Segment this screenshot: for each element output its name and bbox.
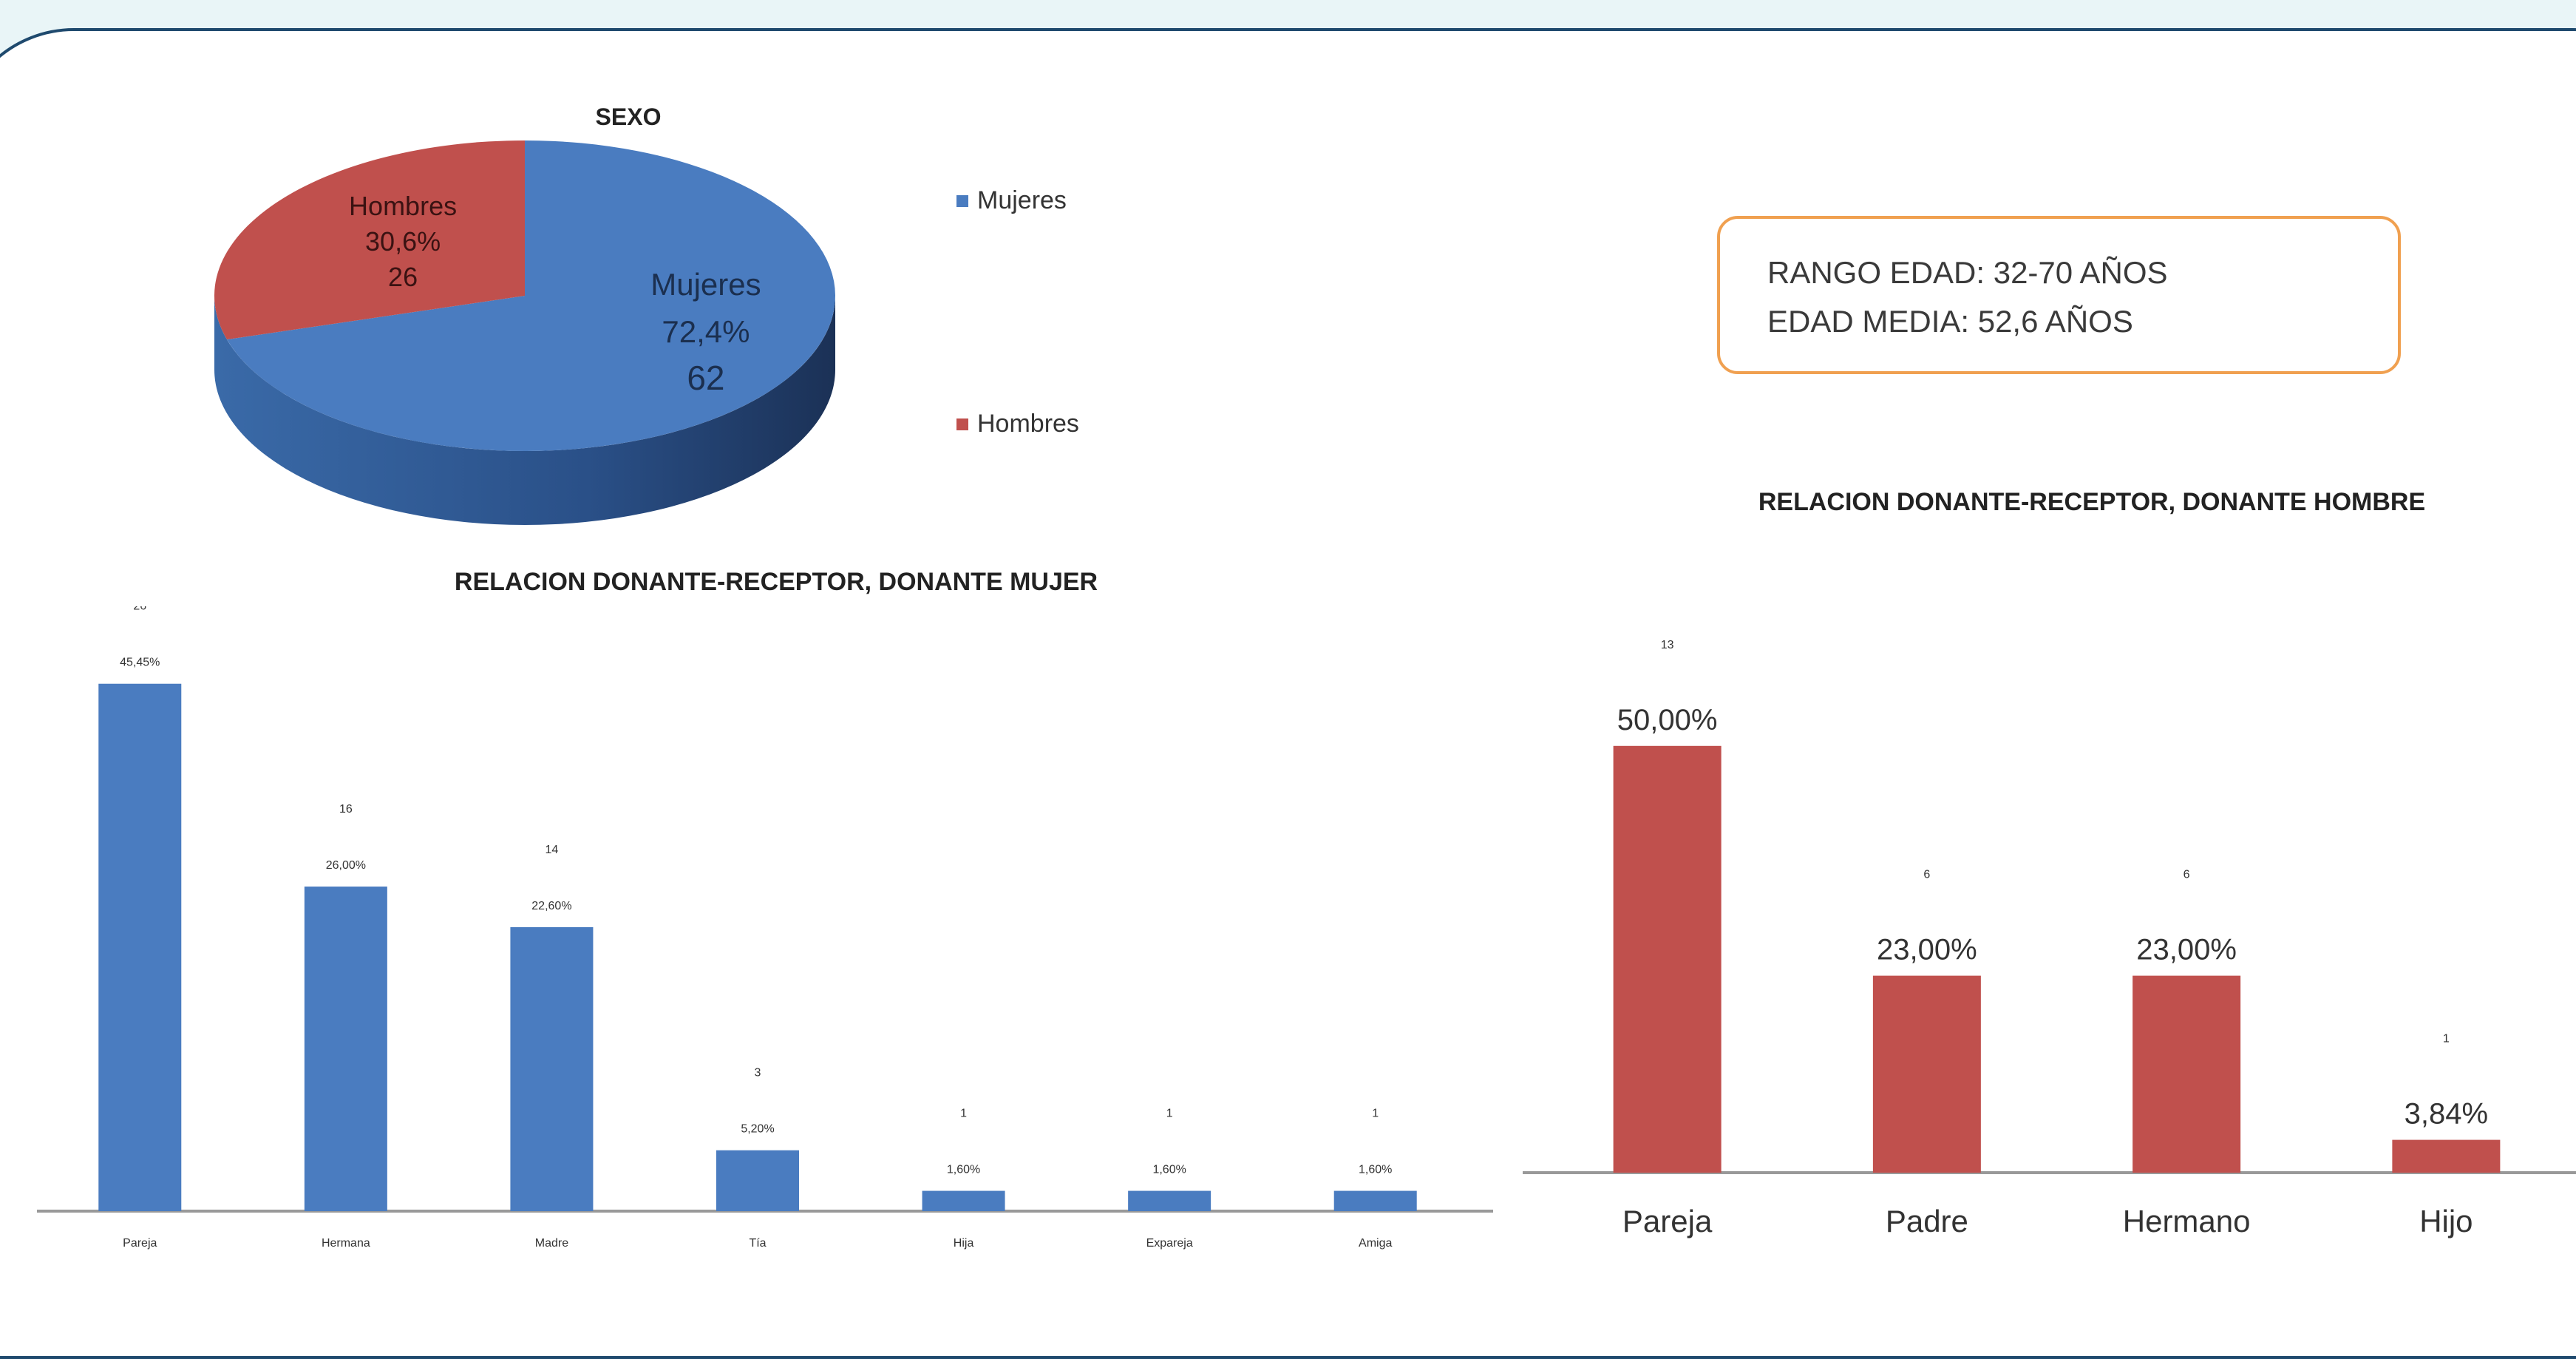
bar-percent-label: 22,60% bbox=[531, 900, 571, 912]
bar-category-label: Expareja bbox=[1146, 1237, 1193, 1250]
bar-value-label: 6 bbox=[2184, 869, 2190, 881]
bar-value-label: 1 bbox=[1166, 1108, 1173, 1120]
mean-age-text: EDAD MEDIA: 52,6 AÑOS bbox=[1767, 304, 2133, 339]
bar-value-label: 13 bbox=[1661, 639, 1674, 651]
bar-amiga bbox=[1333, 1190, 1417, 1211]
pie-slice-hombres bbox=[214, 140, 525, 340]
bar-padre bbox=[1872, 975, 1981, 1173]
bar-category-label: Amiga bbox=[1359, 1237, 1392, 1250]
bar-category-label: Pareja bbox=[123, 1237, 157, 1250]
bar-percent-label: 1,60% bbox=[1359, 1164, 1392, 1176]
men-chart-title: RELACION DONANTE-RECEPTOR, DONANTE HOMBR… bbox=[1758, 488, 2426, 516]
bar-percent-label: 23,00% bbox=[2136, 934, 2237, 966]
bar-category-label: Hermano bbox=[2123, 1204, 2251, 1238]
bar-value-label: 1 bbox=[1372, 1108, 1379, 1120]
pie-label-hombres-count: 26 bbox=[388, 262, 418, 292]
bar-value-label: 16 bbox=[339, 803, 353, 816]
bar-percent-label: 26,00% bbox=[326, 859, 366, 872]
bar-percent-label: 1,60% bbox=[1152, 1164, 1186, 1176]
bar-category-label: Hijo bbox=[2419, 1204, 2473, 1238]
bar-value-label: 6 bbox=[1923, 869, 1930, 881]
pie-label-hombres-name: Hombres bbox=[349, 191, 457, 221]
women-chart-title: RELACION DONANTE-RECEPTOR, DONANTE MUJER bbox=[454, 568, 1098, 596]
women-bar-chart: 45,45% 26 Pareja 26,00% 16 Hermana 22,60% 14 Mad… bbox=[37, 606, 1493, 1250]
bar-hijo bbox=[2392, 1139, 2501, 1173]
legend-item-mujeres: Mujeres bbox=[956, 186, 1067, 215]
bar-madre bbox=[510, 926, 594, 1211]
pie-label-hombres-percent: 30,6% bbox=[365, 226, 441, 257]
pie-label-mujeres-name: Mujeres bbox=[650, 267, 761, 302]
bar-category-label: Madre bbox=[535, 1237, 568, 1250]
legend-item-hombres: Hombres bbox=[956, 410, 1079, 438]
slide: SEXO Mujeres 72,4% 62 Hombres 30,6% 26 Mujere… bbox=[0, 28, 2576, 1359]
legend-swatch-mujeres bbox=[956, 194, 968, 207]
pie-label-mujeres-percent: 72,4% bbox=[662, 314, 750, 349]
men-bar-chart: 50,00% 13 Pareja 23,00% 6 Padre 23,00% 6 Hermano… bbox=[1523, 639, 2576, 1238]
bar-category-label: Pareja bbox=[1622, 1204, 1713, 1238]
bar-percent-label: 45,45% bbox=[120, 657, 160, 669]
bar-category-label: Padre bbox=[1886, 1204, 1968, 1238]
bar-pareja bbox=[98, 683, 182, 1211]
pie-slice-mujeres bbox=[227, 140, 835, 451]
bar-hermano bbox=[2132, 975, 2241, 1173]
bar-category-label: Tía bbox=[749, 1237, 766, 1250]
age-range-text: RANGO EDAD: 32-70 AÑOS bbox=[1767, 255, 2168, 290]
pie-chart: Mujeres 72,4% 62 Hombres 30,6% 26 bbox=[214, 140, 835, 525]
bar-value-label: 3 bbox=[755, 1067, 761, 1080]
pie-label-mujeres-count: 62 bbox=[687, 359, 724, 397]
bar-value-label: 1 bbox=[960, 1108, 967, 1120]
bar-hermana bbox=[304, 887, 387, 1211]
bar-tía bbox=[716, 1150, 799, 1211]
bar-percent-label: 50,00% bbox=[1617, 704, 1718, 736]
bar-expareja bbox=[1128, 1190, 1211, 1211]
bar-category-label: Hermana bbox=[322, 1237, 370, 1250]
bar-category-label: Hija bbox=[954, 1237, 974, 1250]
bar-value-label: 14 bbox=[546, 844, 559, 856]
age-info-box: RANGO EDAD: 32-70 AÑOS EDAD MEDIA: 52,6 … bbox=[1717, 216, 2401, 374]
bar-percent-label: 5,20% bbox=[741, 1123, 774, 1136]
bar-percent-label: 1,60% bbox=[947, 1164, 980, 1176]
legend-label-hombres: Hombres bbox=[977, 410, 1079, 438]
pie-chart-title: SEXO bbox=[595, 104, 662, 130]
bar-pareja bbox=[1613, 745, 1722, 1173]
bar-value-label: 26 bbox=[133, 606, 146, 613]
pie-side-wall bbox=[214, 296, 835, 525]
bar-value-label: 1 bbox=[2443, 1033, 2450, 1045]
legend-swatch-hombres bbox=[956, 418, 968, 430]
bar-percent-label: 3,84% bbox=[2405, 1098, 2488, 1131]
bar-percent-label: 23,00% bbox=[1877, 934, 1977, 966]
bar-hija bbox=[922, 1190, 1005, 1211]
legend-label-mujeres: Mujeres bbox=[977, 186, 1067, 214]
